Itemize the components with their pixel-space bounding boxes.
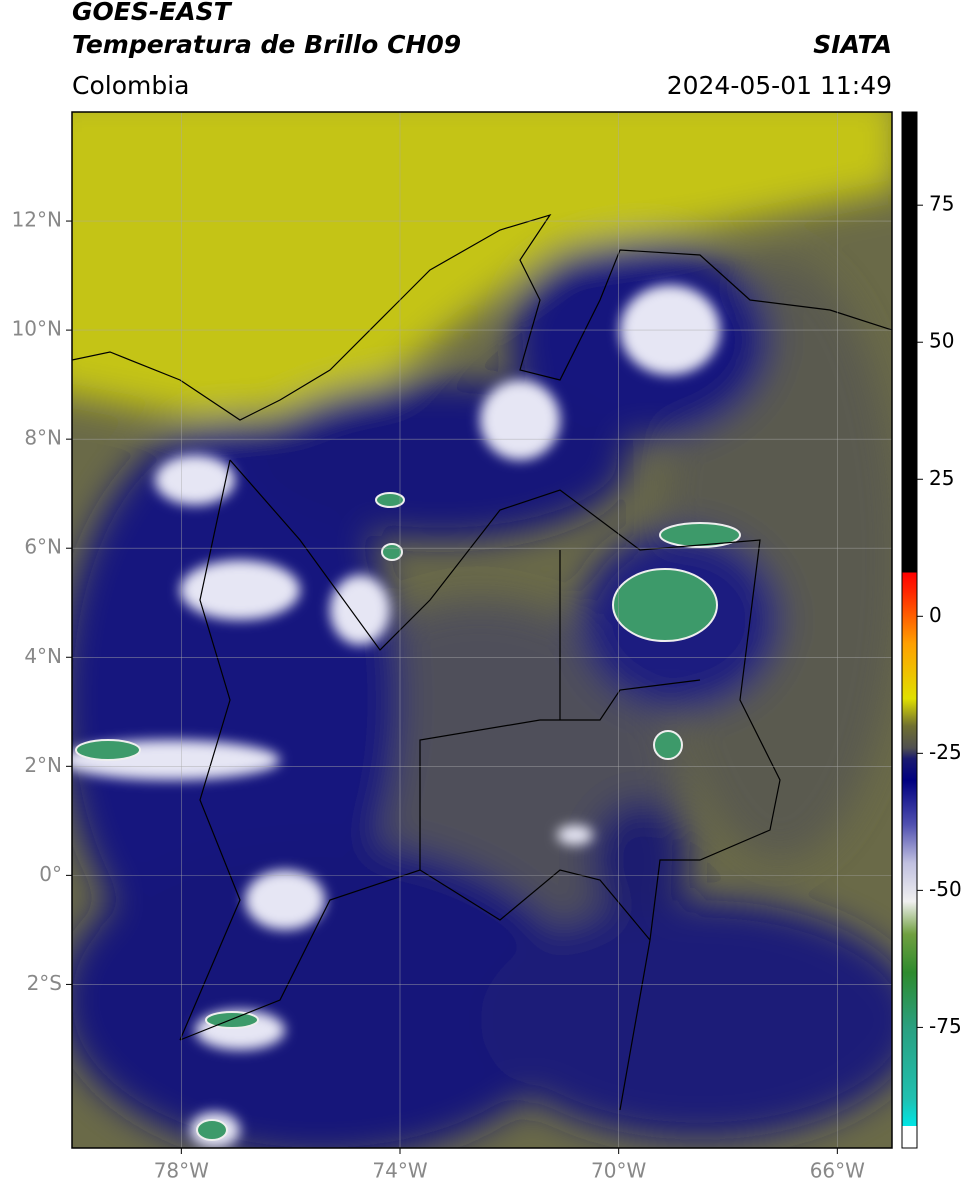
x-tick-label: 66°W	[810, 1159, 865, 1183]
y-tick-label: 10°N	[12, 317, 62, 341]
x-tick-label: 70°W	[591, 1159, 646, 1183]
y-tick-label: 2°N	[24, 753, 62, 777]
y-tick-label: 6°N	[24, 535, 62, 559]
grid	[72, 112, 892, 1148]
y-tick-label: 8°N	[24, 426, 62, 450]
title: GOES-EAST	[72, 0, 233, 26]
y-tick-label: 4°N	[24, 644, 62, 668]
region: Colombia	[72, 71, 189, 100]
colorbar-tick-label: -25	[929, 740, 962, 764]
source: SIATA	[813, 30, 892, 59]
y-tick-label: 0°	[39, 862, 62, 886]
map-frame	[71, 111, 893, 1149]
colorbar-tick-label: 25	[929, 466, 954, 490]
colorbar-tick-label: 75	[929, 192, 954, 216]
colorbar-tick-label: -50	[929, 877, 962, 901]
datetime: 2024-05-01 11:49	[667, 71, 892, 100]
subtitle: Temperatura de Brillo CH09	[72, 30, 461, 59]
colorbar-tick-label: 50	[929, 329, 954, 353]
x-tick-label: 74°W	[372, 1159, 427, 1183]
y-tick-label: 2°S	[27, 971, 62, 995]
satellite-image	[72, 112, 892, 1148]
colorbar-tick-label: 0	[929, 603, 942, 627]
colorbar	[901, 111, 918, 1149]
x-tick-label: 78°W	[154, 1159, 209, 1183]
colorbar-tick-label: -75	[929, 1014, 962, 1038]
y-tick-label: 12°N	[12, 208, 62, 232]
